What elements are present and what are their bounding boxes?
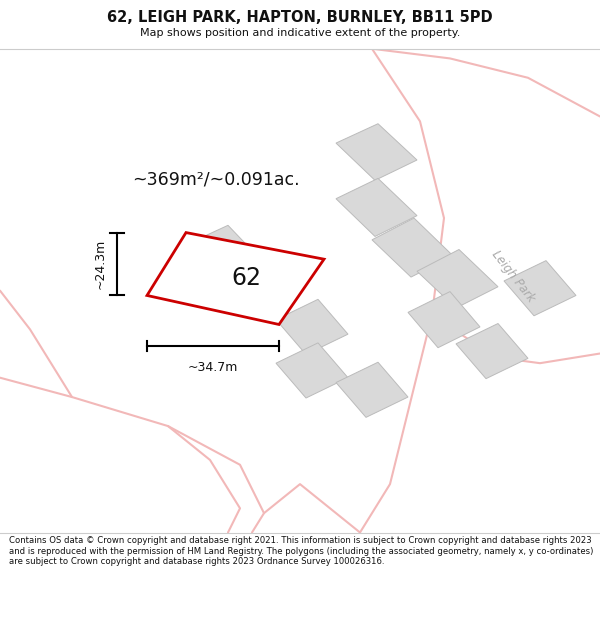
Polygon shape [372,218,453,277]
Text: 62, LEIGH PARK, HAPTON, BURNLEY, BB11 5PD: 62, LEIGH PARK, HAPTON, BURNLEY, BB11 5P… [107,10,493,25]
Text: 62: 62 [231,266,261,290]
Text: Leigh Park: Leigh Park [489,248,537,304]
Polygon shape [147,232,324,324]
Polygon shape [276,343,348,398]
Text: ~34.7m: ~34.7m [188,361,238,374]
Text: Contains OS data © Crown copyright and database right 2021. This information is : Contains OS data © Crown copyright and d… [9,536,593,566]
Polygon shape [336,124,417,181]
Text: ~24.3m: ~24.3m [93,239,106,289]
Polygon shape [456,324,528,379]
Polygon shape [336,362,408,418]
Polygon shape [276,299,348,354]
Polygon shape [417,249,498,308]
Polygon shape [408,292,480,348]
Polygon shape [186,226,258,276]
Text: ~369m²/~0.091ac.: ~369m²/~0.091ac. [132,171,299,188]
Text: Map shows position and indicative extent of the property.: Map shows position and indicative extent… [140,28,460,38]
Polygon shape [336,178,417,236]
Polygon shape [504,261,576,316]
